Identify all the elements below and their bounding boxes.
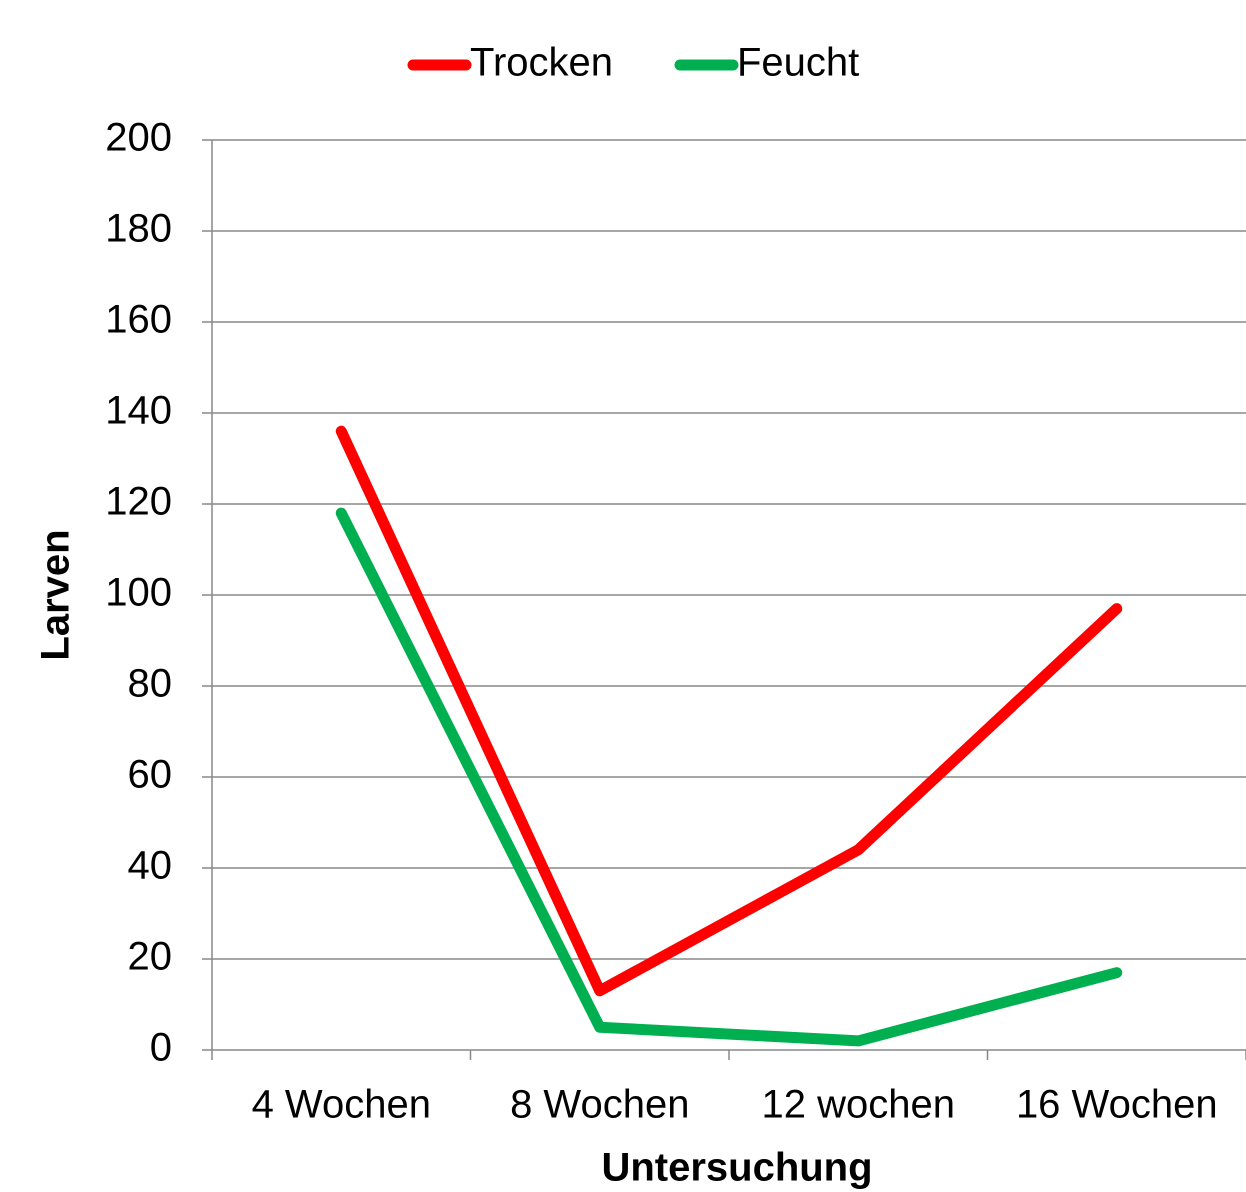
legend-label: Trocken <box>470 41 613 85</box>
y-tick-label: 40 <box>128 844 173 888</box>
y-tick-label: 100 <box>105 571 172 615</box>
y-tick-label: 200 <box>105 116 172 160</box>
x-tick-label: 8 Wochen <box>510 1083 689 1127</box>
data-line <box>335 507 1123 1047</box>
y-tick-label: 160 <box>105 298 172 342</box>
legend-label: Feucht <box>737 41 859 85</box>
y-tick-label: 20 <box>128 935 173 979</box>
x-axis-title: Untersuchung <box>601 1146 872 1190</box>
y-tick-label: 0 <box>150 1026 172 1070</box>
data-line <box>335 425 1123 997</box>
x-tick-label: 12 wochen <box>762 1083 955 1127</box>
y-tick-label: 120 <box>105 480 172 524</box>
y-tick-label: 60 <box>128 753 173 797</box>
x-tick-label: 4 Wochen <box>252 1083 431 1127</box>
y-axis-title: Larven <box>34 529 78 660</box>
y-tick-label: 140 <box>105 389 172 433</box>
y-tick-label: 80 <box>128 662 173 706</box>
y-tick-label: 180 <box>105 207 172 251</box>
x-tick-label: 16 Wochen <box>1016 1083 1218 1127</box>
